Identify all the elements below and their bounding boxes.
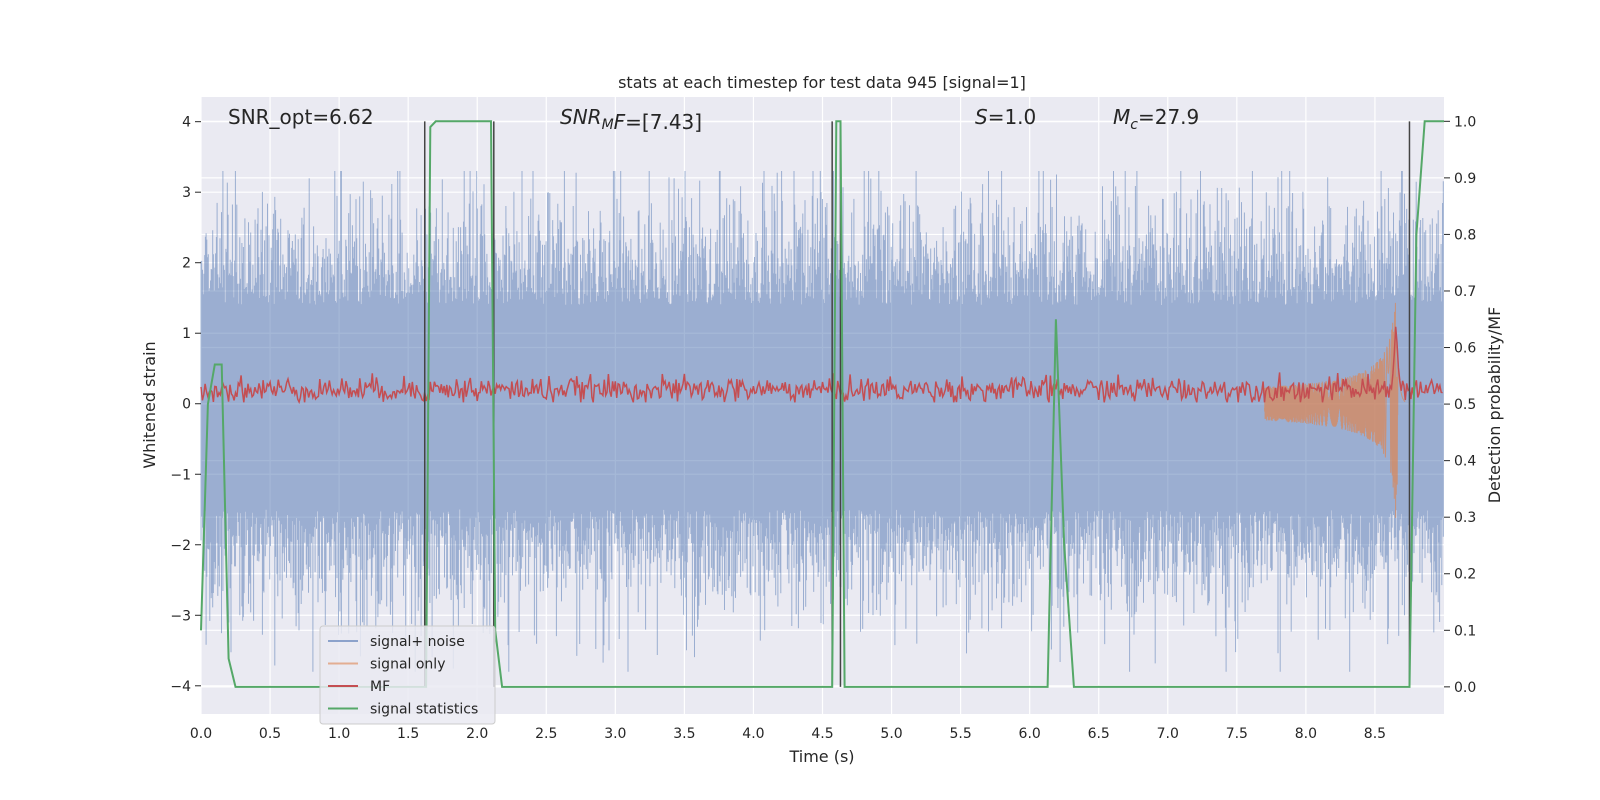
x-tick-label: 7.5	[1226, 726, 1248, 742]
signal-statistics-line	[200, 120, 1444, 688]
series-mf	[200, 326, 1443, 405]
legend: signal+ noise signal only MF signal statist…	[319, 625, 496, 725]
y-tick-label: 0	[182, 397, 191, 413]
x-tick-label: 7.0	[1157, 726, 1179, 742]
x-tick-label: 4.0	[742, 726, 764, 742]
mf-line	[200, 326, 1443, 405]
x-tick-label: 0.0	[190, 726, 212, 742]
x-tick-label: 8.5	[1364, 726, 1386, 742]
y2-tick-label: 0.0	[1454, 680, 1476, 696]
y2-tick-label: 0.5	[1454, 397, 1476, 413]
y2-tick-label: 0.1	[1454, 623, 1476, 639]
annotation-snr-opt: SNR_opt=6.62	[228, 105, 374, 129]
x-tick-label: 4.5	[811, 726, 833, 742]
y2-tick-label: 0.7	[1454, 284, 1476, 300]
legend-label: signal statistics	[370, 702, 478, 718]
y-axis-ticks: −4 −3 −2 −1 0 1 2 3 4	[170, 115, 201, 695]
y2-tick-label: 1.0	[1454, 114, 1476, 130]
y2-tick-label: 0.8	[1454, 227, 1476, 243]
legend-box	[319, 625, 496, 725]
legend-label: signal+ noise	[370, 634, 465, 650]
y-tick-label: −1	[170, 467, 191, 483]
y-tick-label: 3	[182, 185, 191, 201]
x-tick-label: 1.5	[397, 726, 419, 742]
y2-tick-label: 0.9	[1454, 171, 1476, 187]
x-tick-label: 3.0	[604, 726, 626, 742]
legend-label: signal only	[370, 657, 445, 673]
series-signal-only	[1264, 302, 1406, 518]
y2-axis-label: Detection probability/MF	[1485, 307, 1504, 504]
x-tick-label: 2.0	[466, 726, 488, 742]
y-axis-label: Whitened strain	[140, 341, 159, 468]
x-tick-label: 0.5	[259, 726, 281, 742]
y2-tick-label: 0.4	[1454, 454, 1476, 470]
y2-tick-label: 0.2	[1454, 567, 1476, 583]
x-tick-label: 5.0	[880, 726, 902, 742]
y-tick-label: −3	[170, 608, 191, 624]
x-tick-label: 2.5	[535, 726, 557, 742]
annotation-s: S=1.0	[975, 105, 1036, 129]
x-tick-label: 8.0	[1295, 726, 1317, 742]
annotation-snr-mf: SNRMF=[7.43]	[560, 105, 702, 134]
legend-label: MF	[370, 679, 390, 695]
y-tick-label: −4	[170, 679, 191, 695]
y-tick-label: 2	[182, 256, 191, 272]
y2-axis-ticks: 0.0 0.1 0.2 0.3 0.4 0.5 0.6 0.7 0.8 0.9 1.0	[1444, 114, 1476, 696]
x-axis-label: Time (s)	[788, 747, 854, 766]
y-tick-label: −2	[170, 538, 191, 554]
x-tick-label: 3.5	[673, 726, 695, 742]
annotation-mc: Mc=27.9	[1113, 105, 1199, 133]
x-tick-label: 5.5	[949, 726, 971, 742]
x-axis-ticks: 0.0 0.5 1.0 1.5 2.0 2.5 3.0 3.5 4.0 4.5 5.0 5.5 6.0 6…	[190, 726, 1386, 742]
x-tick-label: 1.0	[328, 726, 350, 742]
x-tick-label: 6.5	[1088, 726, 1110, 742]
y2-tick-label: 0.3	[1454, 510, 1476, 526]
series-signal-statistics	[200, 120, 1444, 688]
x-tick-label: 6.0	[1019, 726, 1041, 742]
y2-tick-label: 0.6	[1454, 341, 1476, 357]
signal-only-line	[1264, 302, 1406, 518]
chart-title: stats at each timestep for test data 945…	[618, 73, 1026, 92]
y-tick-label: 1	[182, 326, 191, 342]
y-tick-label: 4	[182, 115, 191, 131]
